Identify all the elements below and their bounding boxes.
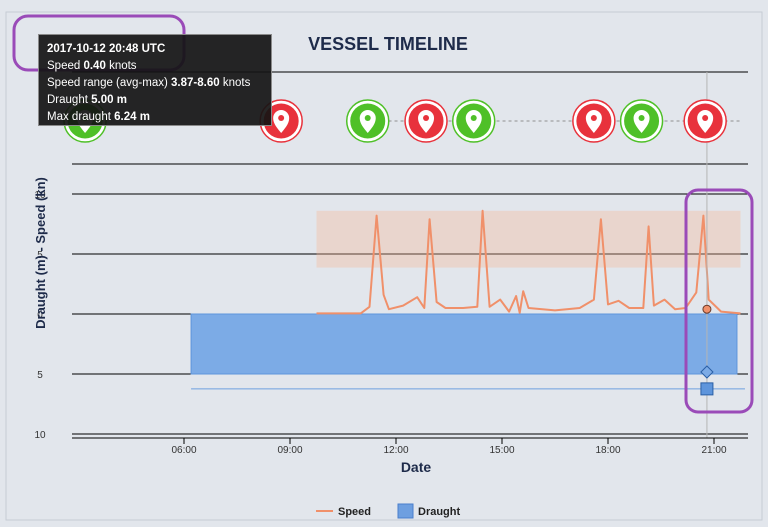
speed-range-band <box>316 210 741 268</box>
map-pin-icon <box>585 110 602 133</box>
speed-line <box>316 209 741 315</box>
tooltip-speed-unit: knots <box>109 60 137 72</box>
map-pin-hole <box>364 115 371 121</box>
map-pin-icon <box>273 110 290 133</box>
speed-hover-point <box>702 304 712 314</box>
x-tick-label: 18:00 <box>595 445 620 456</box>
panel-border <box>5 11 763 521</box>
y-tick-label: 10 <box>34 190 46 201</box>
draught-hover-point <box>700 365 714 379</box>
tooltip-range-value: 3.87-8.60 <box>171 77 220 89</box>
y-axis-label: Draught (m) - Speed (kn) <box>33 177 48 329</box>
legend-draught-symbol <box>397 503 414 519</box>
draught-area <box>190 313 738 375</box>
tooltip-draught-value: 5.00 <box>91 94 114 106</box>
tooltip-max-unit: m <box>139 111 150 123</box>
map-pin-hole <box>590 115 597 121</box>
map-pin-hole <box>470 115 477 121</box>
tooltip-draught-label: Draught <box>47 94 88 106</box>
arrival-port-icon <box>404 99 448 143</box>
tooltip-timestamp: 2017-10-12 20:48 UTC <box>47 43 166 55</box>
map-pin-hole <box>423 115 430 121</box>
departure-port-icon <box>619 99 664 143</box>
map-pin-hole <box>702 115 709 121</box>
x-axis-label: Date <box>401 459 432 475</box>
tooltip-max-label: Max draught <box>47 111 111 123</box>
x-tick-label: 12:00 <box>383 445 408 456</box>
chart-tooltip: 2017-10-12 20:48 UTC Speed 0.40 knots Sp… <box>38 34 272 126</box>
legend-draught-label: Draught <box>418 506 461 518</box>
legend-speed-label: Speed <box>338 506 371 518</box>
tooltip-speed-label: Speed <box>47 60 81 72</box>
tooltip-speed-value: 0.40 <box>83 60 106 72</box>
y-tick-label: 5 <box>37 250 43 261</box>
x-tick-label: 09:00 <box>277 445 302 456</box>
map-pin-hole <box>278 115 285 121</box>
departure-port-icon <box>451 99 496 143</box>
map-pin-icon <box>697 110 714 133</box>
arrival-port-icon <box>572 99 616 143</box>
tooltip-range-label: Speed range (avg-max) <box>47 77 168 89</box>
y-tick-label: 0 <box>37 310 43 321</box>
y-tick-label: 10 <box>34 430 46 441</box>
map-pin-hole <box>638 115 645 121</box>
map-pin-icon <box>633 110 650 133</box>
max-draught-hover-point <box>700 382 714 396</box>
departure-port-icon <box>345 99 390 143</box>
arrival-port-icon <box>259 99 303 143</box>
tooltip-max-value: 6.24 <box>114 111 137 123</box>
map-pin-icon <box>465 110 482 133</box>
chart-title: VESSEL TIMELINE <box>308 34 468 54</box>
map-pin-icon <box>359 110 376 133</box>
y-tick-label: 5 <box>37 370 43 381</box>
tooltip-range-unit: knots <box>222 77 251 89</box>
x-tick-label: 06:00 <box>171 445 196 456</box>
map-pin-icon <box>418 110 435 133</box>
arrival-port-icon <box>683 99 727 143</box>
x-tick-label: 21:00 <box>701 445 726 456</box>
tooltip-draught-unit: m <box>116 94 127 106</box>
annotation-highlight-latest <box>684 188 754 414</box>
x-tick-label: 15:00 <box>489 445 514 456</box>
